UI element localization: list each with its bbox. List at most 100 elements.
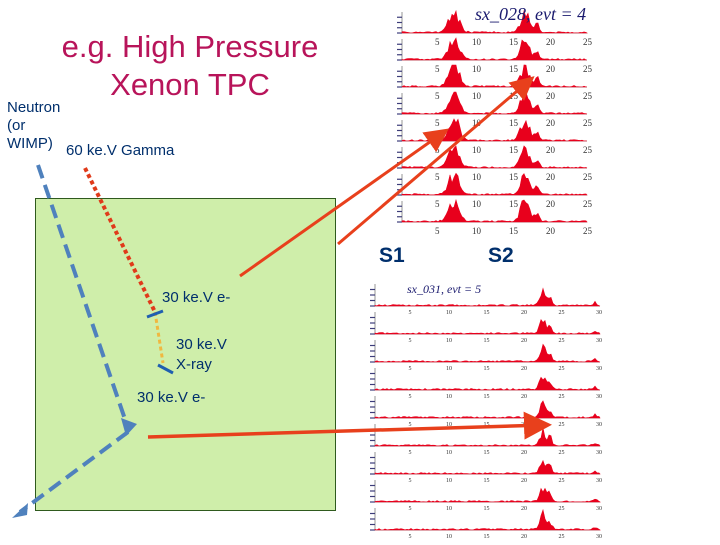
trace-tick-label: 15 (484, 422, 490, 428)
trace-tick-label: 25 (559, 394, 565, 400)
trace-tick-label: 30 (596, 450, 602, 456)
trace-tick-label: 30 (596, 422, 602, 428)
trace-tick-label: 10 (446, 338, 452, 344)
waveform-trace (374, 376, 601, 391)
detector-volume (35, 198, 336, 511)
s1-waveform-plot: 5 10 15 20 25 5 10 15 20 25 5 10 15 20 25 5 10 15 20 25 5 10 1… (397, 9, 593, 236)
trace-tick-label: 10 (472, 145, 482, 155)
trace-tick-label: 10 (446, 366, 452, 372)
trace-tick-label: 15 (484, 478, 490, 484)
neutron-track-scattered (18, 430, 130, 514)
s2-panel-title: sx_031, evt = 5 (407, 282, 482, 296)
neutron-label: Neutron (or WIMP) (7, 99, 60, 153)
trace-tick-label: 25 (583, 91, 593, 101)
trace-tick-label: 10 (446, 422, 452, 428)
trace-tick-label: 5 (409, 366, 412, 372)
title-line-1: e.g. High Pressure (61, 29, 319, 64)
waveform-trace (401, 198, 588, 223)
trace-tick-label: 15 (484, 506, 490, 512)
trace-tick-label: 5 (435, 226, 440, 236)
waveform-trace (401, 64, 588, 88)
trace-tick-label: 10 (446, 310, 452, 316)
trace-tick-label: 15 (484, 450, 490, 456)
trace-tick-label: 20 (521, 310, 527, 316)
trace-tick-label: 10 (472, 64, 482, 74)
trace-tick-label: 25 (583, 226, 593, 236)
trace-tick-label: 15 (484, 338, 490, 344)
trace-tick-label: 30 (596, 310, 602, 316)
trace-tick-label: 15 (509, 118, 519, 128)
trace-tick-label: 20 (546, 91, 556, 101)
trace-tick-label: 20 (546, 118, 556, 128)
neutron-track-arrowhead-2 (12, 503, 28, 518)
trace-tick-label: 15 (509, 172, 519, 182)
s1-arrow-2 (337, 76, 535, 246)
trace-tick-label: 5 (435, 91, 440, 101)
trace-tick-label: 30 (596, 338, 602, 344)
trace-tick-label: 25 (583, 37, 593, 47)
trace-tick-label: 15 (509, 64, 519, 74)
s1-arrow-1 (239, 128, 449, 278)
trace-tick-label: 20 (521, 506, 527, 512)
trace-tick-label: 5 (435, 172, 440, 182)
neutron-track-arrowhead-1 (121, 418, 137, 436)
trace-tick-label: 10 (446, 450, 452, 456)
trace-tick-label: 20 (546, 226, 556, 236)
trace-tick-label: 10 (472, 172, 482, 182)
trace-tick-label: 25 (559, 478, 565, 484)
waveform-trace (374, 459, 601, 475)
trace-tick-label: 20 (546, 64, 556, 74)
trace-tick-label: 25 (583, 199, 593, 209)
trace-tick-label: 20 (521, 534, 527, 540)
s1-label: S1 (379, 244, 405, 267)
trace-tick-label: 15 (509, 226, 519, 236)
trace-tick-label: 15 (509, 199, 519, 209)
trace-tick-label: 5 (435, 118, 440, 128)
trace-tick-label: 15 (484, 366, 490, 372)
trace-tick-label: 15 (509, 37, 519, 47)
trace-tick-label: 5 (409, 450, 412, 456)
trace-tick-label: 25 (559, 534, 565, 540)
trace-tick-label: 10 (446, 394, 452, 400)
neutron-label-line-1: Neutron (7, 99, 61, 116)
trace-tick-label: 25 (559, 310, 565, 316)
slide-title: e.g. High Pressure Xenon TPC (40, 28, 340, 104)
xray-label-line-1: 30 ke.V (176, 336, 227, 353)
gamma-label: 60 ke.V Gamma (66, 142, 175, 159)
trace-tick-label: 5 (409, 310, 412, 316)
trace-tick-label: 5 (409, 394, 412, 400)
trace-tick-label: 10 (446, 478, 452, 484)
trace-tick-label: 10 (472, 37, 482, 47)
waveform-trace (374, 343, 601, 363)
trace-tick-label: 30 (596, 366, 602, 372)
trace-tick-label: 10 (472, 118, 482, 128)
gamma-track (83, 167, 157, 313)
trace-tick-label: 25 (559, 506, 565, 512)
trace-tick-label: 25 (583, 64, 593, 74)
s2-arrow (147, 411, 552, 440)
trace-tick-label: 30 (596, 534, 602, 540)
waveform-trace (374, 508, 601, 531)
neutron-track-incoming (36, 164, 130, 429)
trace-tick-label: 10 (446, 506, 452, 512)
trace-tick-label: 25 (559, 422, 565, 428)
trace-tick-label: 25 (583, 118, 593, 128)
trace-tick-label: 25 (559, 450, 565, 456)
trace-tick-label: 15 (484, 310, 490, 316)
trace-tick-label: 20 (521, 394, 527, 400)
trace-tick-label: 10 (472, 91, 482, 101)
s2-waveform-plot: 5 10 15 20 25 30 5 10 15 20 25 30 5 10 15 20 25 30 5 10 15 20… (370, 284, 602, 540)
s2-label: S2 (488, 244, 514, 267)
trace-tick-label: 5 (409, 478, 412, 484)
neutron-label-line-3: WIMP) (7, 135, 53, 152)
trace-tick-label: 10 (472, 226, 482, 236)
waveform-trace (401, 145, 588, 169)
trace-tick-label: 15 (484, 394, 490, 400)
trace-tick-label: 5 (435, 199, 440, 209)
trace-tick-label: 20 (546, 145, 556, 155)
trace-tick-label: 20 (546, 199, 556, 209)
waveform-trace (401, 91, 588, 115)
trace-tick-label: 25 (559, 338, 565, 344)
title-line-2: Xenon TPC (110, 67, 270, 102)
trace-tick-label: 20 (546, 37, 556, 47)
